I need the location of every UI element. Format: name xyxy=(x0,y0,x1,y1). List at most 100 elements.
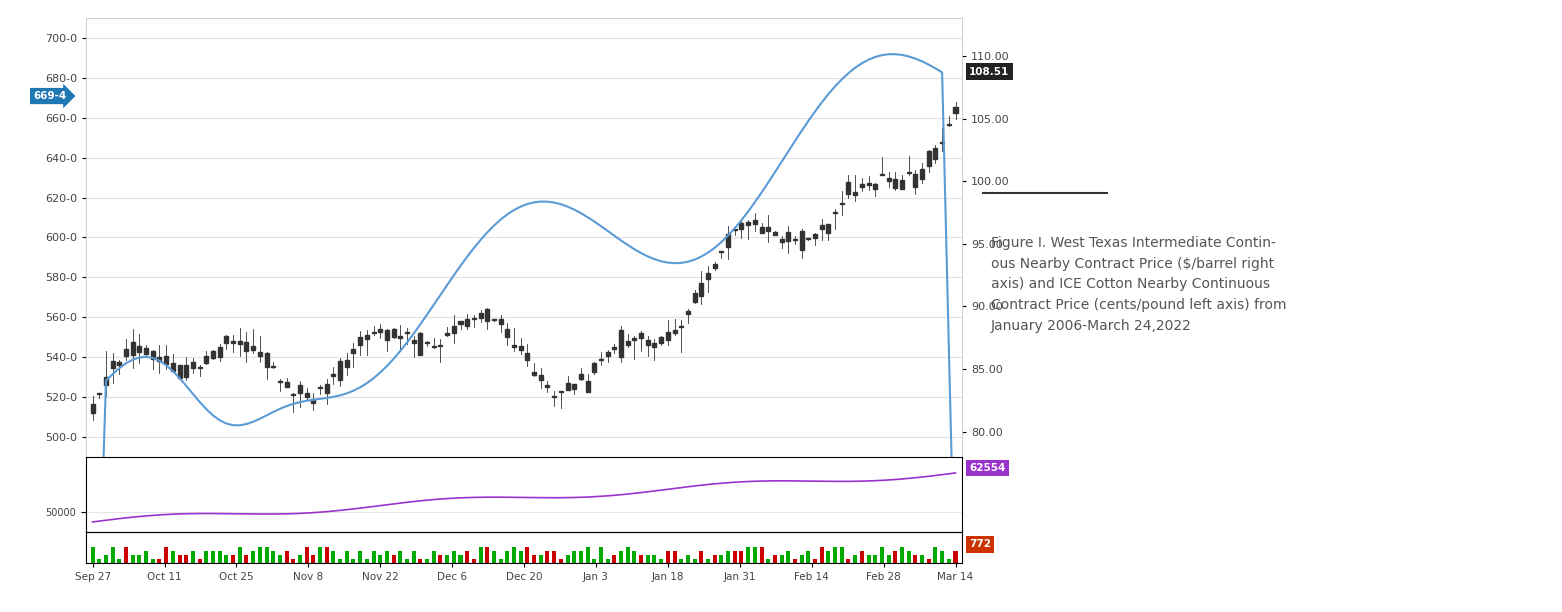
Bar xyxy=(337,361,342,380)
Bar xyxy=(633,338,636,340)
Bar xyxy=(619,551,623,563)
Bar xyxy=(272,366,275,367)
Bar xyxy=(867,183,870,185)
Bar xyxy=(686,555,690,563)
Bar xyxy=(231,555,234,563)
Bar xyxy=(800,231,804,250)
Bar xyxy=(806,238,811,239)
Bar xyxy=(906,551,911,563)
Bar xyxy=(733,551,737,563)
Bar xyxy=(893,179,897,188)
Bar xyxy=(559,559,562,563)
Bar xyxy=(465,551,469,563)
Bar xyxy=(351,348,356,353)
Bar xyxy=(545,386,550,387)
Bar xyxy=(733,229,737,230)
Bar xyxy=(91,404,95,413)
Bar xyxy=(191,362,195,368)
Bar xyxy=(298,385,301,393)
Bar xyxy=(478,547,483,563)
Bar xyxy=(170,551,175,563)
Bar xyxy=(800,555,804,563)
Bar xyxy=(519,551,523,563)
Bar xyxy=(178,555,181,563)
Bar xyxy=(225,335,228,343)
Bar xyxy=(506,329,509,337)
Bar xyxy=(887,178,890,181)
Bar xyxy=(739,223,744,230)
Bar xyxy=(472,559,476,563)
Bar xyxy=(840,203,843,204)
Bar xyxy=(598,359,603,360)
Bar xyxy=(459,321,462,324)
Bar xyxy=(551,551,556,563)
Bar xyxy=(565,383,570,390)
Bar xyxy=(893,551,897,563)
Bar xyxy=(305,547,309,563)
Bar xyxy=(131,555,134,563)
Bar xyxy=(217,551,222,563)
Bar xyxy=(612,555,617,563)
Bar xyxy=(739,551,744,563)
Bar xyxy=(786,551,790,563)
Bar xyxy=(786,231,790,241)
Bar xyxy=(847,182,850,193)
Bar xyxy=(284,551,289,563)
Bar xyxy=(639,334,644,338)
Bar xyxy=(847,559,850,563)
Bar xyxy=(859,184,864,187)
Bar xyxy=(311,555,316,563)
Bar xyxy=(251,346,255,350)
Bar xyxy=(586,547,589,563)
Bar xyxy=(612,347,617,349)
Bar xyxy=(144,551,148,563)
Bar xyxy=(492,319,497,321)
Bar xyxy=(351,559,356,563)
Bar xyxy=(164,547,169,563)
Bar xyxy=(533,555,536,563)
Bar xyxy=(237,341,242,344)
Bar xyxy=(559,391,562,392)
Bar xyxy=(686,311,690,314)
Bar xyxy=(425,559,430,563)
Text: 669-4: 669-4 xyxy=(33,91,66,101)
Bar xyxy=(580,373,583,379)
Text: 108.51: 108.51 xyxy=(968,67,1009,76)
Bar xyxy=(123,547,128,563)
Bar xyxy=(879,547,884,563)
Bar xyxy=(586,381,589,392)
Bar xyxy=(934,547,937,563)
Bar xyxy=(659,559,664,563)
Bar xyxy=(144,348,148,354)
Bar xyxy=(592,559,597,563)
Bar xyxy=(626,341,629,345)
Bar xyxy=(659,337,664,343)
Bar xyxy=(539,375,542,380)
Bar xyxy=(920,169,925,179)
Bar xyxy=(184,365,189,376)
Bar xyxy=(814,234,817,237)
Bar xyxy=(712,555,717,563)
Bar xyxy=(826,225,831,233)
Bar xyxy=(459,555,462,563)
Bar xyxy=(251,551,255,563)
Bar xyxy=(244,342,248,351)
Bar xyxy=(164,356,169,364)
Bar xyxy=(431,551,436,563)
Bar xyxy=(237,547,242,563)
Bar xyxy=(551,395,556,397)
Bar xyxy=(378,555,383,563)
Bar xyxy=(291,559,295,563)
Bar xyxy=(105,555,108,563)
Bar xyxy=(853,192,858,195)
Bar xyxy=(619,330,623,357)
Bar xyxy=(606,353,609,356)
Bar xyxy=(405,559,409,563)
Bar xyxy=(384,551,389,563)
Bar xyxy=(445,555,450,563)
Bar xyxy=(720,555,723,563)
Bar xyxy=(934,148,937,159)
Bar xyxy=(759,228,764,233)
Bar xyxy=(225,555,228,563)
Bar xyxy=(131,342,134,354)
